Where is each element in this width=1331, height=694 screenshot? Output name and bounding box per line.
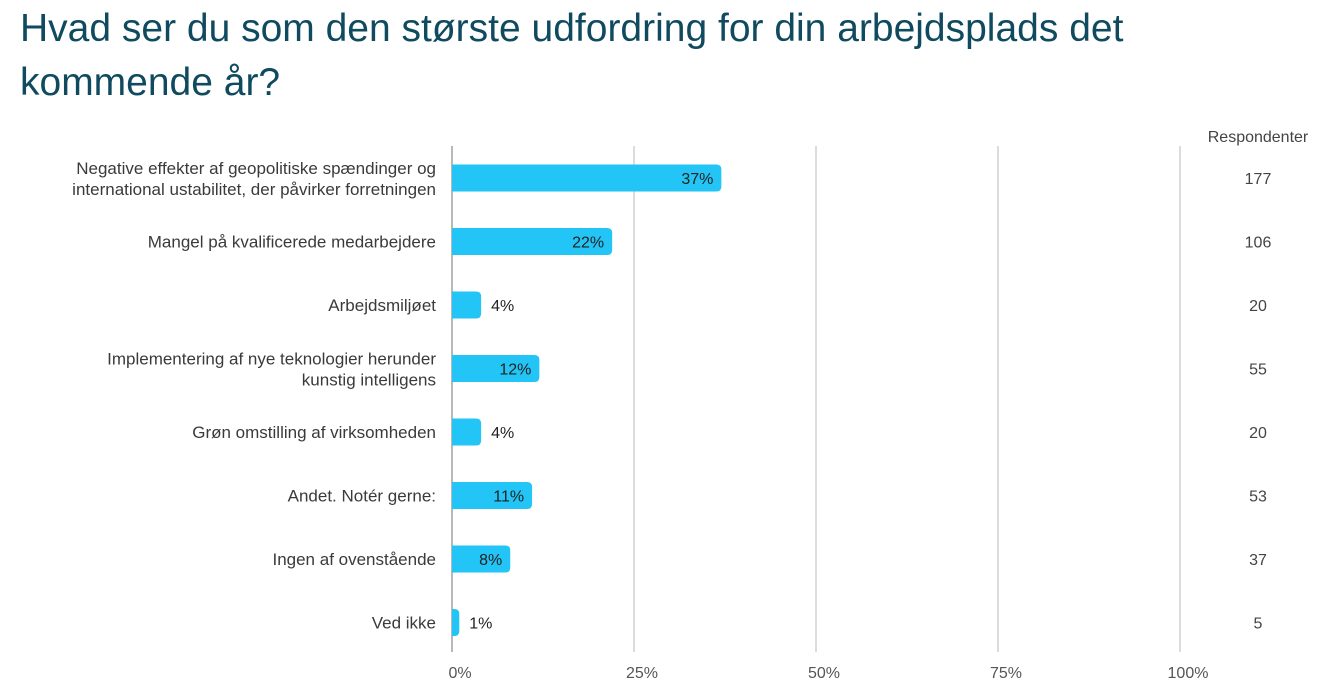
data-label: 11% <box>493 489 524 506</box>
bar <box>452 355 540 382</box>
data-label: 4% <box>491 425 514 442</box>
respondents-count: 5 <box>1254 616 1263 633</box>
x-tick-label: 50% <box>808 665 840 682</box>
data-label: 8% <box>479 552 502 569</box>
x-tick-label: 75% <box>990 665 1022 682</box>
category-label: Ved ikke <box>372 614 436 633</box>
respondents-count: 53 <box>1249 489 1267 506</box>
bar <box>452 164 722 192</box>
category-label: Andet. Notér gerne: <box>288 487 436 506</box>
bar <box>452 609 460 636</box>
data-label: 4% <box>491 298 514 315</box>
category-label: international ustabilitet, der påvirker … <box>72 180 436 199</box>
respondents-header: Respondenter <box>1208 129 1309 146</box>
respondents-count: 106 <box>1245 235 1272 252</box>
chart-title: Hvad ser du som den største udfordring f… <box>20 7 1124 104</box>
category-label: Mangel på kvalificerede medarbejdere <box>148 233 436 252</box>
data-label: 37% <box>681 171 713 188</box>
data-label: 12% <box>499 362 531 379</box>
x-tick-label: 100% <box>1168 665 1209 682</box>
bar <box>452 482 533 509</box>
x-tick-label: 0% <box>448 665 471 682</box>
category-label: kunstig intelligens <box>302 371 436 390</box>
bar <box>452 228 613 255</box>
respondents-count: 20 <box>1249 298 1267 315</box>
data-label: 22% <box>572 235 604 252</box>
category-label: Implementering af nye teknologier herund… <box>107 350 436 369</box>
respondents-count: 37 <box>1249 552 1267 569</box>
category-label: Arbejdsmiljøet <box>328 296 436 315</box>
category-label: Ingen af ovenstående <box>272 550 436 569</box>
category-label: Grøn omstilling af virksomheden <box>192 423 436 442</box>
category-label: Negative effekter af geopolitiske spændi… <box>76 159 436 178</box>
data-label: 1% <box>469 616 492 633</box>
bar <box>452 291 482 319</box>
bar <box>452 418 482 446</box>
respondents-count: 20 <box>1249 425 1267 442</box>
x-tick-label: 25% <box>626 665 658 682</box>
bar <box>452 545 511 573</box>
respondents-count: 55 <box>1249 362 1267 379</box>
respondents-count: 177 <box>1245 171 1272 188</box>
